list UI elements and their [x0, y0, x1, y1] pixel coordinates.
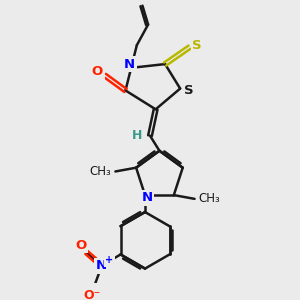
Text: O: O [75, 238, 87, 251]
Text: S: S [184, 84, 194, 97]
Text: S: S [192, 39, 202, 52]
Text: +: + [105, 255, 113, 265]
Text: N: N [96, 259, 107, 272]
Text: O: O [92, 65, 103, 78]
Text: CH₃: CH₃ [90, 165, 112, 178]
Text: N: N [141, 191, 152, 204]
Text: CH₃: CH₃ [198, 192, 220, 206]
Text: N: N [124, 58, 135, 70]
Text: O⁻: O⁻ [84, 290, 101, 300]
Text: H: H [132, 129, 142, 142]
